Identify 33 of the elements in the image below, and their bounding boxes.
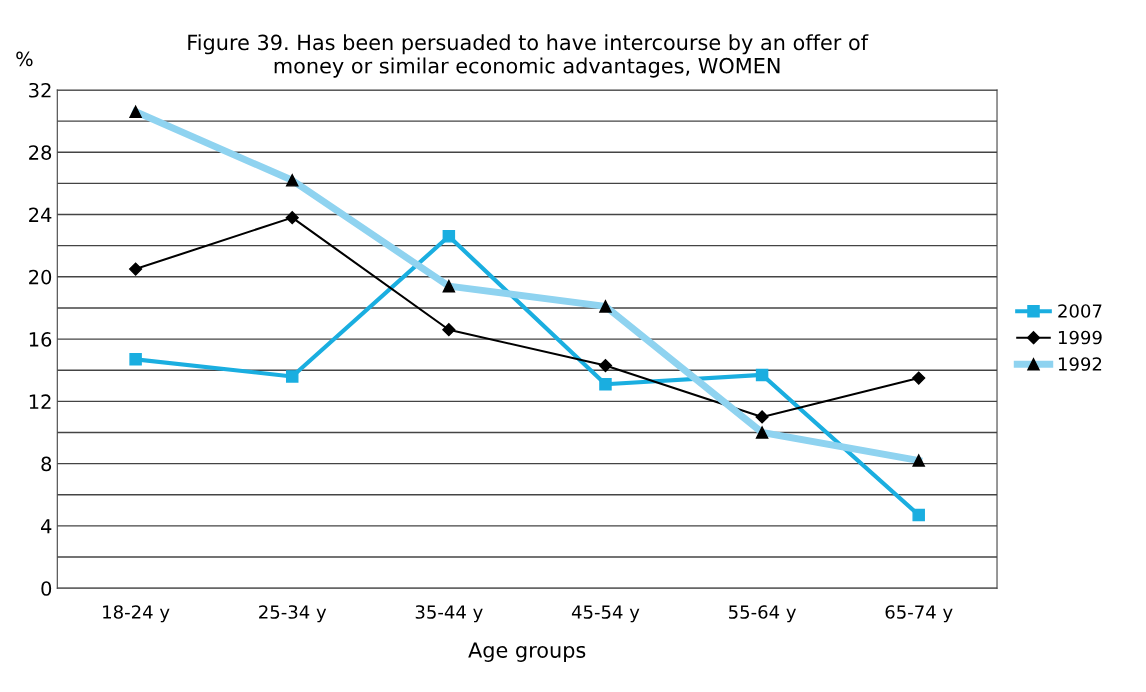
point [755,410,769,424]
y-tick-label: 32 [29,82,51,98]
y-tick-label: 24 [29,207,52,222]
y-tick-label: 4 [41,519,52,534]
point [755,368,769,382]
y-tick-label: 12 [29,394,51,409]
point [599,377,612,391]
point [129,353,142,366]
point [442,230,456,243]
y-tick-label: 28 [29,145,52,160]
x-tick-label: 25-34 y [259,605,327,623]
y-tick-label: 8 [41,456,52,472]
y-tick-label: 20 [29,269,52,285]
point [285,211,299,225]
point [442,323,456,337]
x-tick-label: 18-24 y [103,605,170,623]
y-axis-title: % [16,51,33,67]
legend-label: 2007 [1058,304,1102,318]
point [129,262,143,276]
legend-label: 1992 [1058,357,1102,371]
x-tick-label: 65-74 y [885,605,953,623]
x-tick-label: 35-44 y [415,605,483,623]
y-tick-label: 16 [29,332,52,347]
x-tick-label: 45-54 y [571,605,640,623]
point [912,371,926,385]
x-axis-title: Age groups [468,642,586,662]
point [285,370,299,383]
x-tick-label: 55-64 y [729,605,796,623]
chart-title: Figure 39. Has been persuaded to have intercourse by an offer of money or similar economic advantages, WOMEN [188,34,869,78]
point [912,508,925,522]
point [598,358,613,373]
y-tick-label: 0 [41,581,52,596]
legend-label: 1999 [1058,330,1102,345]
